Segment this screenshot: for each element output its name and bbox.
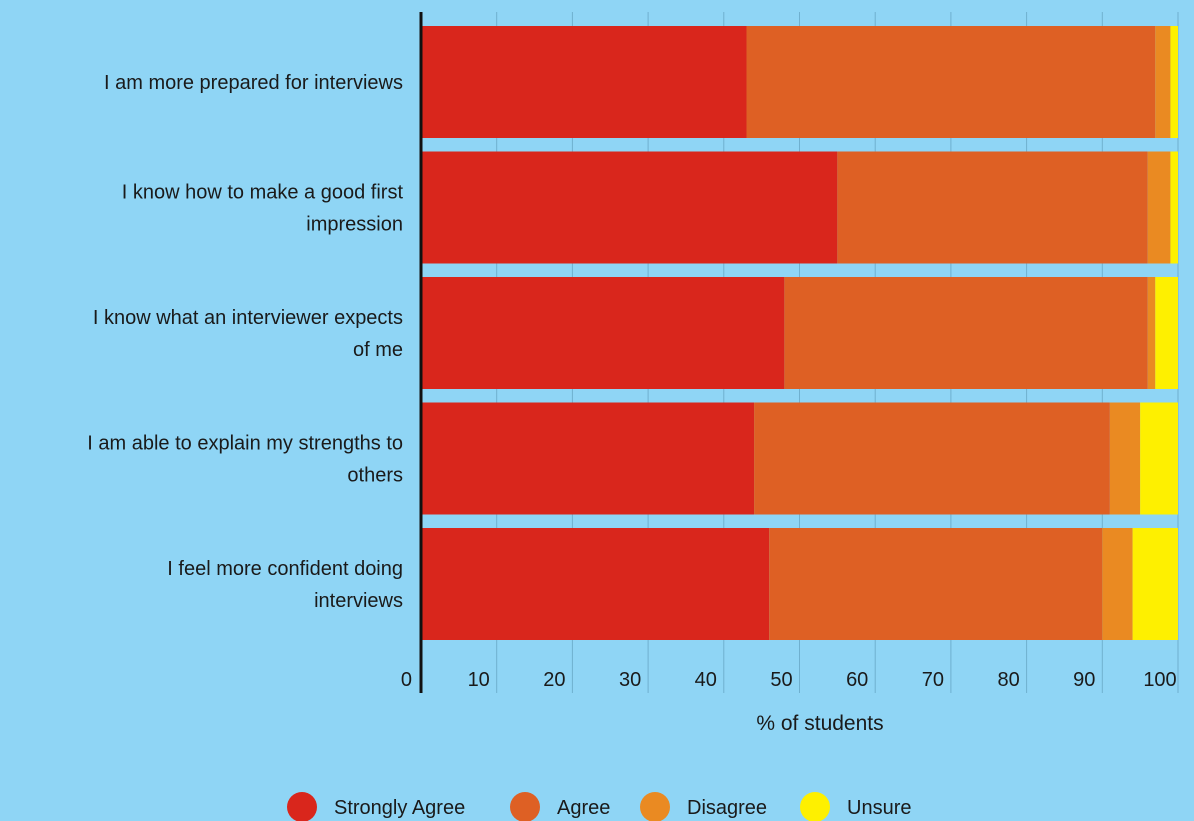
legend-swatch-strongly-agree: [287, 792, 317, 821]
category-label-3: I know what an interviewer expects of me: [93, 307, 403, 361]
x-tick-label-50: 50: [770, 669, 792, 691]
bar-disagree-2: [1147, 151, 1171, 264]
category-label-line: I am able to explain my strengths to: [87, 433, 403, 455]
bar-strongly-agree-2: [421, 151, 838, 264]
bar-agree-4: [754, 402, 1110, 515]
category-label-2: I know how to make a good first impressio…: [122, 182, 404, 236]
legend-label-unsure: Unsure: [847, 797, 911, 819]
legend-swatch-disagree: [640, 792, 670, 821]
bar-strongly-agree-1: [421, 26, 747, 138]
x-axis-title: % of students: [756, 712, 883, 735]
legend-swatch-unsure: [800, 792, 830, 821]
category-label-line: of me: [353, 339, 403, 361]
x-tick-label-40: 40: [695, 669, 717, 691]
category-label-line: impression: [306, 214, 403, 236]
category-label-1: I am more prepared for interviews: [104, 72, 403, 94]
bar-unsure-3: [1155, 277, 1178, 389]
bars: [421, 26, 1178, 640]
bar-disagree-1: [1155, 26, 1171, 138]
bar-unsure-5: [1132, 528, 1178, 640]
bar-agree-3: [784, 277, 1148, 389]
x-tick-label-60: 60: [846, 669, 868, 691]
x-tick-label-0: 0: [401, 669, 412, 691]
bar-strongly-agree-3: [421, 277, 785, 389]
x-tick-label-80: 80: [997, 669, 1019, 691]
legend-swatch-agree: [510, 792, 540, 821]
category-label-line: I feel more confident doing: [167, 558, 403, 580]
category-label-line: I am more prepared for interviews: [104, 72, 403, 94]
category-label-line: I know how to make a good first: [122, 182, 404, 204]
bar-disagree-5: [1102, 528, 1133, 640]
bar-strongly-agree-5: [421, 528, 770, 640]
bar-strongly-agree-4: [421, 402, 755, 515]
bar-unsure-2: [1170, 151, 1178, 264]
category-label-line: I know what an interviewer expects: [93, 307, 403, 329]
x-tick-label-90: 90: [1073, 669, 1095, 691]
category-label-4: I am able to explain my strengths to othe…: [87, 433, 403, 487]
bar-disagree-4: [1109, 402, 1141, 515]
legend-label-agree: Agree: [557, 797, 610, 819]
bar-agree-1: [746, 26, 1156, 138]
bar-agree-5: [769, 528, 1103, 640]
category-label-line: interviews: [314, 590, 403, 612]
category-labels: I am more prepared for interviews I know …: [87, 72, 403, 612]
bar-agree-2: [837, 151, 1148, 264]
bar-unsure-4: [1140, 402, 1178, 515]
x-tick-label-100: 100: [1143, 669, 1176, 691]
x-tick-label-10: 10: [468, 669, 490, 691]
bar-disagree-3: [1147, 277, 1156, 389]
x-tick-label-20: 20: [543, 669, 565, 691]
legend: Strongly Agree Agree Disagree Unsure: [287, 792, 911, 821]
bar-unsure-1: [1170, 26, 1178, 138]
category-label-5: I feel more confident doing interviews: [167, 558, 403, 612]
legend-label-disagree: Disagree: [687, 797, 767, 819]
x-tick-label-70: 70: [922, 669, 944, 691]
legend-label-strongly-agree: Strongly Agree: [334, 797, 465, 819]
category-label-line: others: [347, 465, 403, 487]
x-axis-ticks: 0 10 20 30 40 50 60 70 80 90 100: [401, 669, 1177, 691]
x-tick-label-30: 30: [619, 669, 641, 691]
